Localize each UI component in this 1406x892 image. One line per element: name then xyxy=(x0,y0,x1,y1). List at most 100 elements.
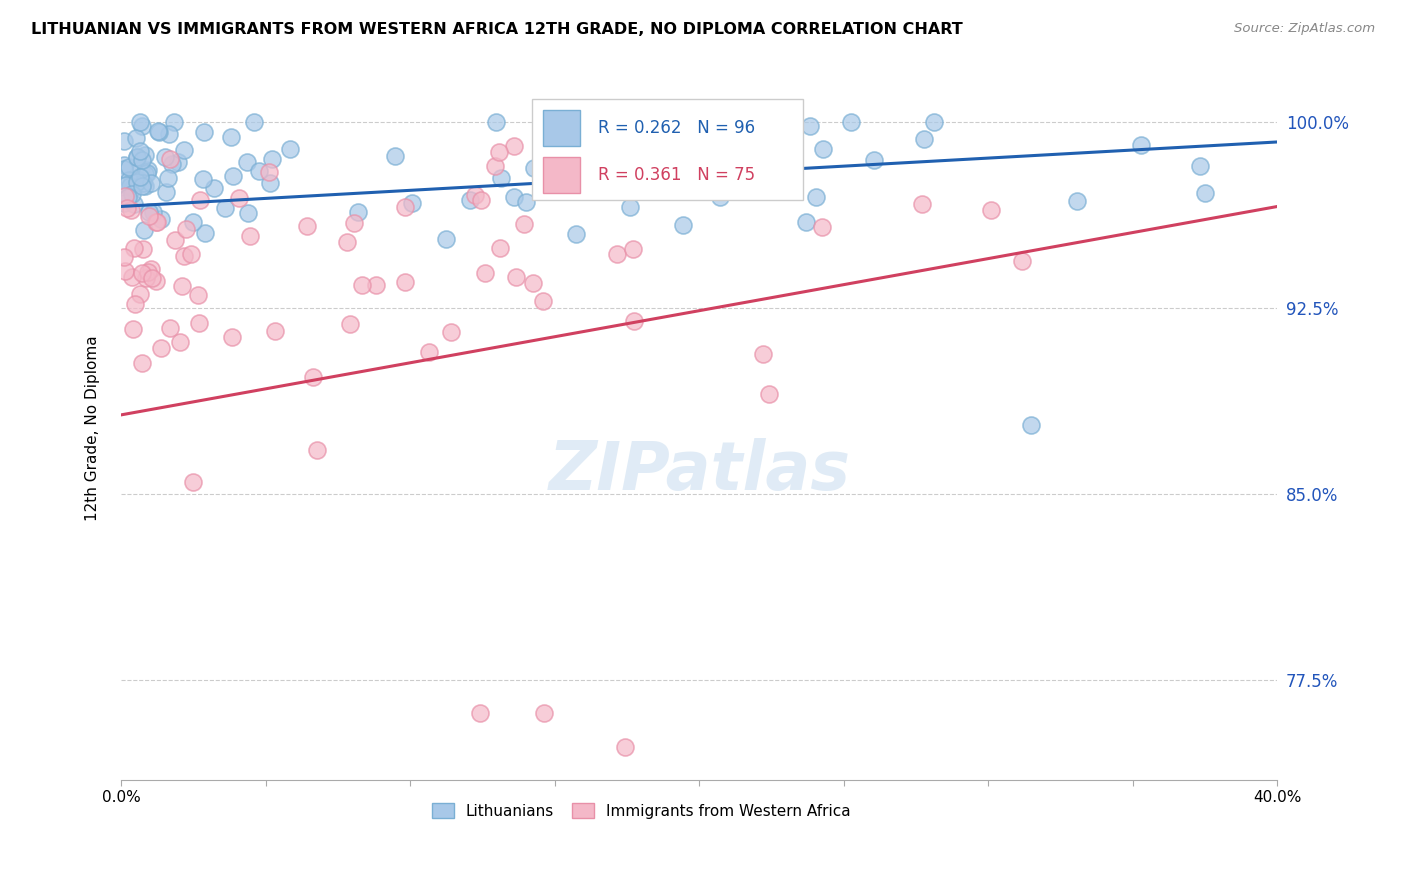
Point xyxy=(131,266,153,280)
Point xyxy=(122,322,145,336)
Point xyxy=(418,344,440,359)
Point xyxy=(214,201,236,215)
Point xyxy=(202,181,225,195)
Point xyxy=(470,193,492,207)
Point xyxy=(259,176,281,190)
Point xyxy=(672,218,695,232)
Text: R = 0.361   N = 75: R = 0.361 N = 75 xyxy=(598,166,755,184)
Point xyxy=(394,275,416,289)
Text: ZIPatlas: ZIPatlas xyxy=(548,438,851,504)
Point xyxy=(135,166,157,180)
Point xyxy=(187,288,209,302)
Point xyxy=(536,134,558,148)
Point xyxy=(339,317,361,331)
Point xyxy=(657,145,679,159)
Point xyxy=(491,171,513,186)
Point xyxy=(513,217,536,231)
Point xyxy=(219,130,242,145)
Point xyxy=(489,241,512,255)
Point xyxy=(145,215,167,229)
Point xyxy=(562,180,585,194)
Point xyxy=(145,274,167,288)
Point xyxy=(121,173,143,187)
Point xyxy=(794,215,817,229)
Point xyxy=(180,247,202,261)
Point xyxy=(533,706,555,720)
Point xyxy=(122,180,145,194)
Point xyxy=(193,125,215,139)
Point xyxy=(115,201,138,215)
Point xyxy=(440,325,463,339)
Point xyxy=(117,190,139,204)
Point xyxy=(146,215,169,229)
Point xyxy=(173,143,195,157)
Point xyxy=(134,178,156,193)
FancyBboxPatch shape xyxy=(543,157,581,194)
Point xyxy=(141,262,163,277)
Point xyxy=(134,167,156,181)
Point xyxy=(515,194,537,209)
Point xyxy=(619,200,641,214)
Point xyxy=(122,197,145,211)
Point xyxy=(839,115,862,129)
Point xyxy=(131,153,153,168)
Point xyxy=(364,278,387,293)
Point xyxy=(621,242,644,256)
Point xyxy=(160,157,183,171)
Point xyxy=(236,206,259,220)
Point xyxy=(155,186,177,200)
Point xyxy=(468,706,491,720)
Point xyxy=(613,740,636,755)
Point xyxy=(401,196,423,211)
Point xyxy=(166,154,188,169)
Point xyxy=(129,144,152,158)
Point xyxy=(1188,159,1211,173)
Point xyxy=(159,153,181,167)
Point xyxy=(689,119,711,133)
Point xyxy=(136,162,159,177)
Point xyxy=(131,119,153,133)
Point xyxy=(307,442,329,457)
Point xyxy=(169,334,191,349)
Point xyxy=(910,197,932,211)
Point xyxy=(484,159,506,173)
Point xyxy=(114,188,136,202)
Point xyxy=(346,204,368,219)
Point xyxy=(278,142,301,156)
Point xyxy=(503,190,526,204)
Point xyxy=(156,171,179,186)
Point xyxy=(922,115,945,129)
Point xyxy=(980,203,1002,218)
Point xyxy=(799,119,821,133)
Point xyxy=(112,196,135,211)
Point xyxy=(124,297,146,311)
Point xyxy=(150,341,173,355)
Point xyxy=(118,160,141,174)
Point xyxy=(458,194,481,208)
Point xyxy=(806,190,828,204)
Point xyxy=(155,149,177,163)
Point xyxy=(128,169,150,184)
Point xyxy=(193,227,215,241)
Point xyxy=(127,176,149,190)
Point xyxy=(1194,186,1216,200)
Point xyxy=(606,247,628,261)
Point xyxy=(1130,138,1153,153)
Text: LITHUANIAN VS IMMIGRANTS FROM WESTERN AFRICA 12TH GRADE, NO DIPLOMA CORRELATION : LITHUANIAN VS IMMIGRANTS FROM WESTERN AF… xyxy=(31,22,963,37)
Point xyxy=(174,222,197,236)
Point xyxy=(505,270,527,285)
Point xyxy=(531,293,554,308)
Text: R = 0.262   N = 96: R = 0.262 N = 96 xyxy=(598,119,755,137)
Point xyxy=(115,178,138,193)
Point xyxy=(239,229,262,244)
Point xyxy=(394,200,416,214)
Point xyxy=(136,265,159,279)
Point xyxy=(488,145,510,159)
Point xyxy=(139,176,162,190)
Point xyxy=(142,205,165,219)
FancyBboxPatch shape xyxy=(531,98,803,201)
Point xyxy=(193,172,215,186)
Point xyxy=(623,314,645,328)
Point xyxy=(709,190,731,204)
Point xyxy=(350,277,373,292)
